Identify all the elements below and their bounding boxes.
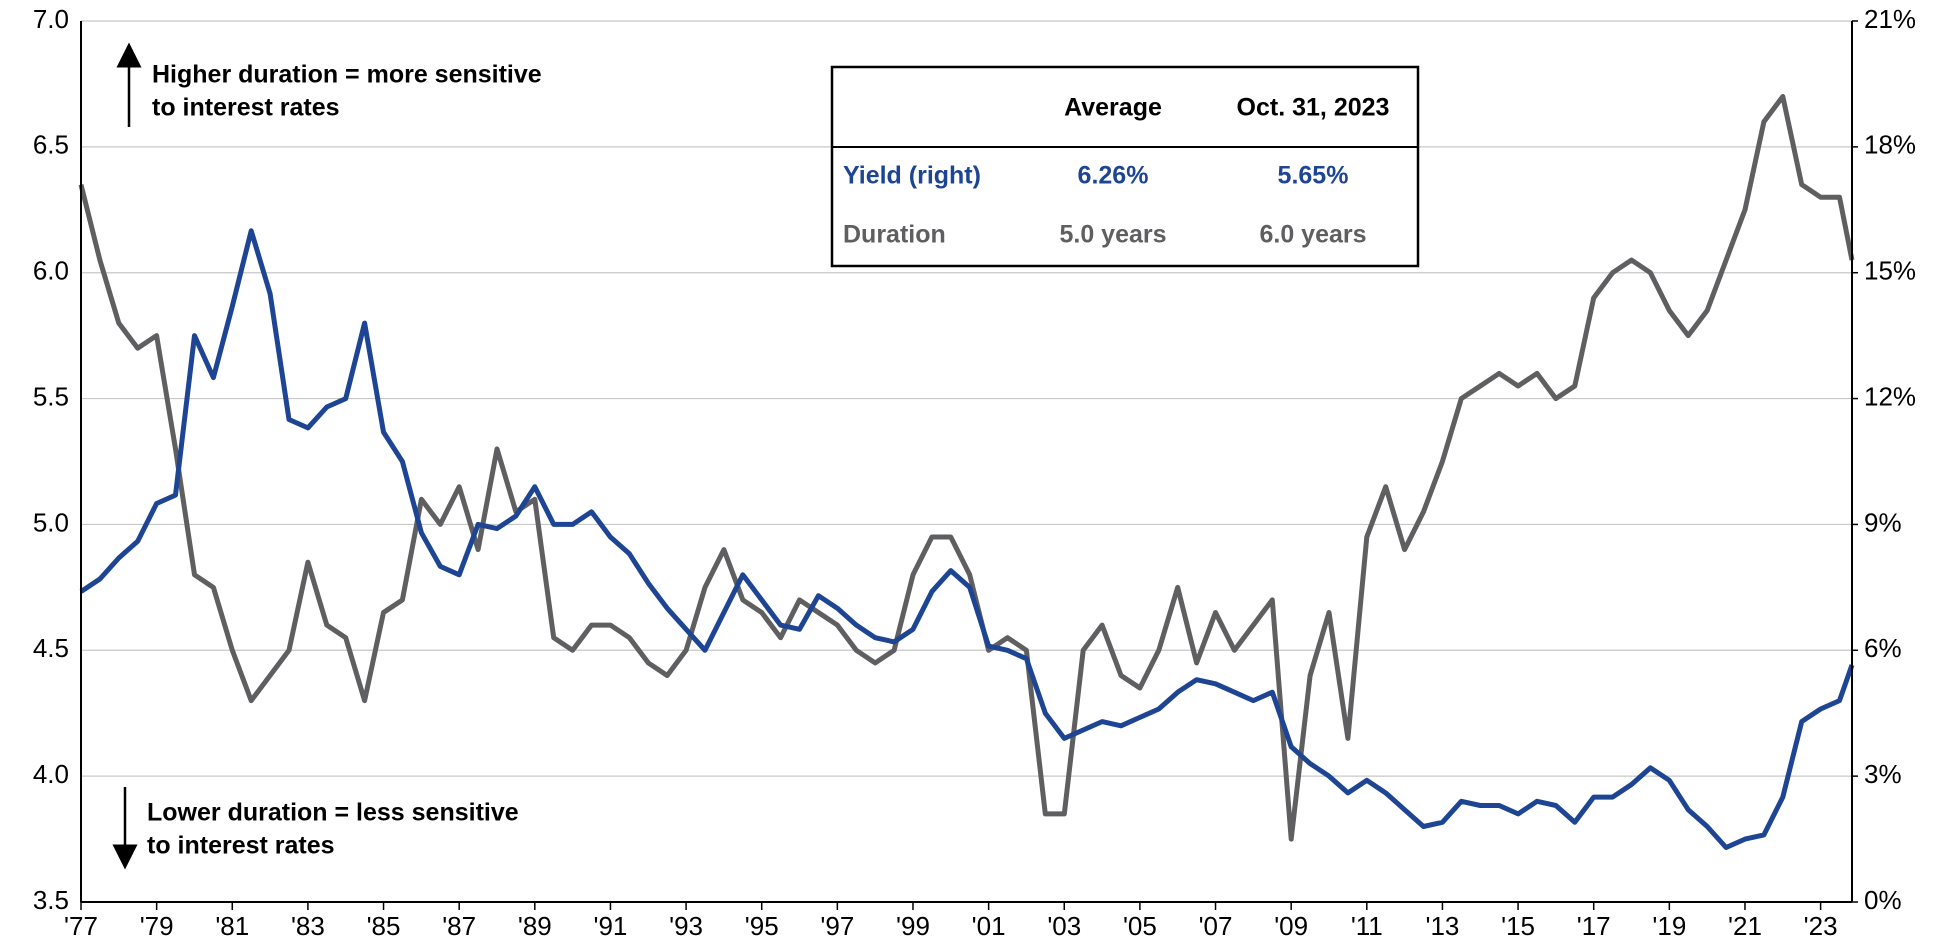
annotation: to interest rates (147, 832, 335, 860)
y2-tick-label: 15% (1864, 256, 1916, 286)
x-tick-label: '87 (442, 911, 476, 941)
legend-table: Average Oct. 31, 2023 Yield (right) 6.26%… (830, 65, 1420, 268)
annotation: Lower duration = less sensitive (147, 799, 519, 827)
x-tick-label: '93 (669, 911, 703, 941)
annotation: to interest rates (152, 94, 340, 122)
y2-tick-label: 6% (1864, 633, 1902, 663)
y-tick-label: 4.5 (33, 633, 69, 663)
y-tick-label: 7.0 (33, 4, 69, 34)
table-header: Average (1064, 94, 1162, 122)
x-tick-label: '99 (896, 911, 930, 941)
x-tick-label: '77 (64, 911, 98, 941)
axes: 3.5 4.0 4.5 5.0 5.5 6.0 6.5 7.0 0% 3% 6% 9% 12% 15% 18… (33, 4, 1916, 941)
x-tick-label: '17 (1577, 911, 1611, 941)
y2-tick-label: 0% (1864, 885, 1902, 915)
y-tick-label: 3.5 (33, 885, 69, 915)
x-tick-label: '89 (518, 911, 552, 941)
x-tick-label: '79 (140, 911, 174, 941)
x-tick-label: '07 (1199, 911, 1233, 941)
x-tick-label: '19 (1652, 911, 1686, 941)
table-header: Oct. 31, 2023 (1237, 94, 1390, 122)
y-tick-label: 6.0 (33, 256, 69, 286)
annotations: Higher duration = more sensitive to inter… (112, 42, 542, 870)
table-cell: 5.65% (1278, 162, 1349, 190)
y2-tick-label: 9% (1864, 507, 1902, 537)
y2-tick-label: 12% (1864, 381, 1916, 411)
x-tick-label: '05 (1123, 911, 1157, 941)
x-tick-label: '91 (594, 911, 628, 941)
annotation: Higher duration = more sensitive (152, 61, 542, 89)
x-tick-label: '85 (367, 911, 401, 941)
legend-label: Duration (843, 221, 946, 249)
x-tick-label: '97 (820, 911, 854, 941)
x-tick-label: '81 (215, 911, 249, 941)
lines (78, 94, 1855, 850)
x-tick-label: '03 (1047, 911, 1081, 941)
x-tick-label: '23 (1804, 911, 1838, 941)
x-tick-label: '01 (972, 911, 1006, 941)
x-tick-label: '09 (1274, 911, 1308, 941)
y2-tick-label: 21% (1864, 4, 1916, 34)
table-cell: 6.0 years (1259, 221, 1366, 249)
x-tick-label: '83 (291, 911, 325, 941)
legend-label: Yield (right) (843, 162, 981, 190)
table-cell: 5.0 years (1059, 221, 1166, 249)
series-line (79, 228, 1855, 850)
series-line (78, 94, 1855, 842)
x-tick-label: '21 (1728, 911, 1762, 941)
y-tick-label: 5.5 (33, 381, 69, 411)
x-tick-label: '95 (745, 911, 779, 941)
table-cell: 6.26% (1078, 162, 1149, 190)
table-box (830, 65, 1420, 268)
y-tick-label: 5.0 (33, 507, 69, 537)
x-tick-label: '11 (1351, 911, 1383, 941)
x-tick-label: '15 (1501, 911, 1535, 941)
y2-tick-label: 18% (1864, 130, 1916, 160)
x-tick-label: '13 (1425, 911, 1459, 941)
y2-tick-label: 3% (1864, 759, 1902, 789)
y-tick-label: 4.0 (33, 759, 69, 789)
y-tick-label: 6.5 (33, 130, 69, 160)
